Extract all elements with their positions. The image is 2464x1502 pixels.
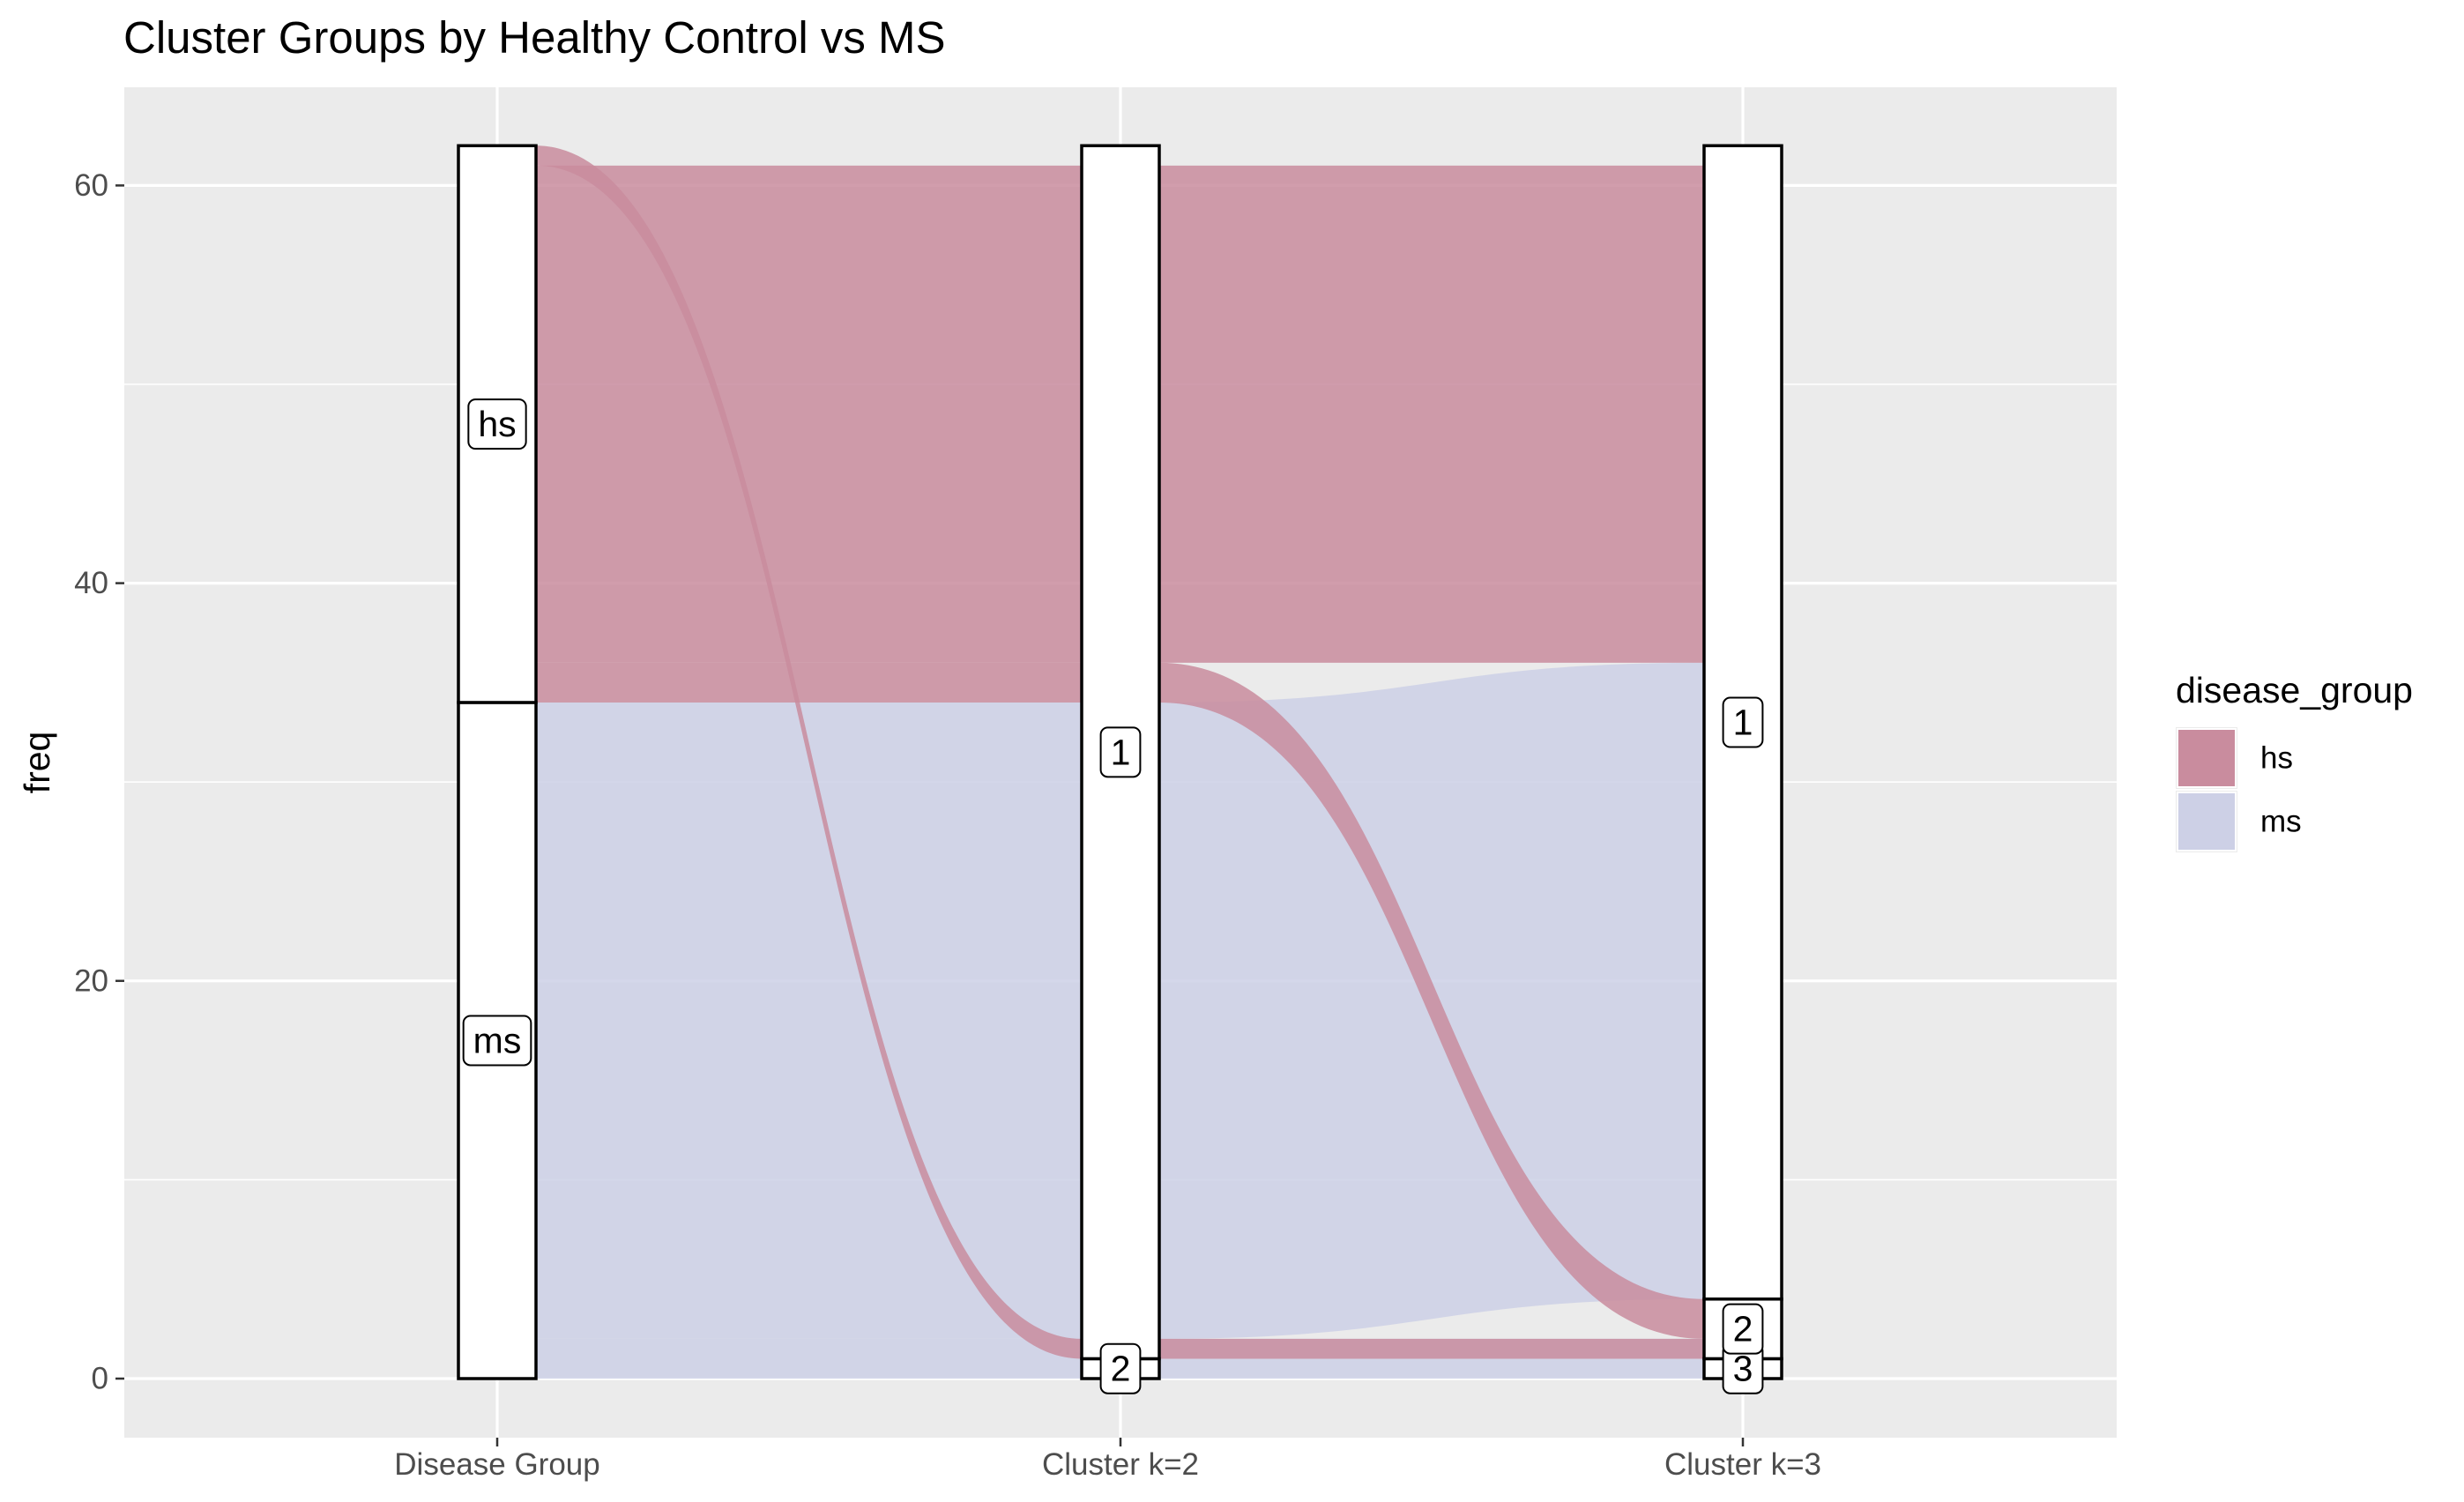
y-axis-title: freq xyxy=(17,732,57,794)
legend: disease_group hs ms xyxy=(2176,670,2413,852)
stratum-label-box xyxy=(1722,696,1764,748)
y-tick-label: 20 xyxy=(74,963,108,998)
x-axis: Disease Group Cluster k=2 Cluster k=3 xyxy=(394,1438,1821,1482)
stratum-label: 3 xyxy=(1733,1349,1753,1389)
stratum-label: 2 xyxy=(1111,1349,1131,1389)
flows xyxy=(536,145,1704,1379)
stratum-label: ms xyxy=(473,1020,522,1060)
stratum-label: 1 xyxy=(1111,732,1131,772)
flow-ms xyxy=(536,1358,1704,1379)
stratum-label-box xyxy=(1099,1342,1142,1394)
stratum-label: hs xyxy=(478,404,516,444)
stratum-label-box xyxy=(1099,726,1142,778)
y-tick-label: 40 xyxy=(74,566,108,600)
y-tick-label: 0 xyxy=(92,1362,108,1396)
x-tick-label: Cluster k=3 xyxy=(1664,1447,1821,1482)
y-axis: 0 20 40 60 xyxy=(74,168,124,1396)
stratum-label: 1 xyxy=(1733,703,1753,743)
legend-swatch-ms xyxy=(2177,792,2237,851)
legend-items: hs ms xyxy=(2176,727,2302,852)
flow-hs xyxy=(536,662,1704,1339)
stratum-box xyxy=(1080,144,1161,1361)
x-tick-label: Disease Group xyxy=(394,1447,599,1482)
legend-title: disease_group xyxy=(2176,670,2413,710)
y-tick-label: 60 xyxy=(74,168,108,203)
stratum-label-box xyxy=(1722,1303,1764,1355)
stratum-label-box xyxy=(467,398,527,450)
stratum-label-box xyxy=(462,1015,532,1067)
chart-title: Cluster Groups by Healthy Control vs MS xyxy=(123,12,946,63)
x-tick-label: Cluster k=2 xyxy=(1042,1447,1199,1482)
flow-hs xyxy=(536,165,1704,663)
legend-label: hs xyxy=(2260,741,2293,776)
legend-swatch-hs xyxy=(2177,728,2237,788)
stratum-label: 2 xyxy=(1733,1309,1753,1350)
legend-label: ms xyxy=(2260,805,2302,839)
